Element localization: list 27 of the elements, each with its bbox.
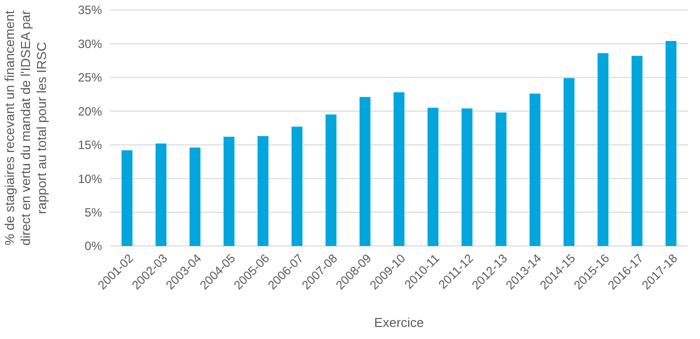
bar (666, 41, 676, 246)
y-tick-label: 5% (84, 205, 102, 220)
bar (190, 148, 200, 246)
x-axis-title: Exercice (374, 315, 424, 330)
bar (258, 136, 268, 246)
bar (598, 53, 608, 246)
y-tick-label: 30% (78, 36, 102, 51)
bar (632, 56, 642, 246)
bar (564, 78, 574, 246)
bar (292, 126, 302, 246)
y-tick-label: 0% (84, 239, 102, 254)
bar (530, 94, 540, 246)
bar (224, 136, 234, 246)
bar (122, 150, 132, 246)
bar (462, 108, 472, 246)
bar (496, 112, 506, 246)
y-tick-label: 15% (78, 138, 102, 152)
y-tick-label: 25% (78, 70, 102, 85)
y-tick-label: 20% (78, 104, 102, 118)
bar (156, 144, 166, 246)
bar (428, 108, 438, 246)
bar (360, 96, 370, 246)
y-tick-label: 10% (78, 172, 102, 186)
y-axis-title: % de stagiaires recevant un financement direct en vertu du mandat de l'IDSEA par rapport au total pour les IRSC (2, 10, 49, 246)
bar (394, 92, 404, 246)
bar (326, 114, 336, 246)
y-tick-label: 35% (78, 3, 102, 18)
